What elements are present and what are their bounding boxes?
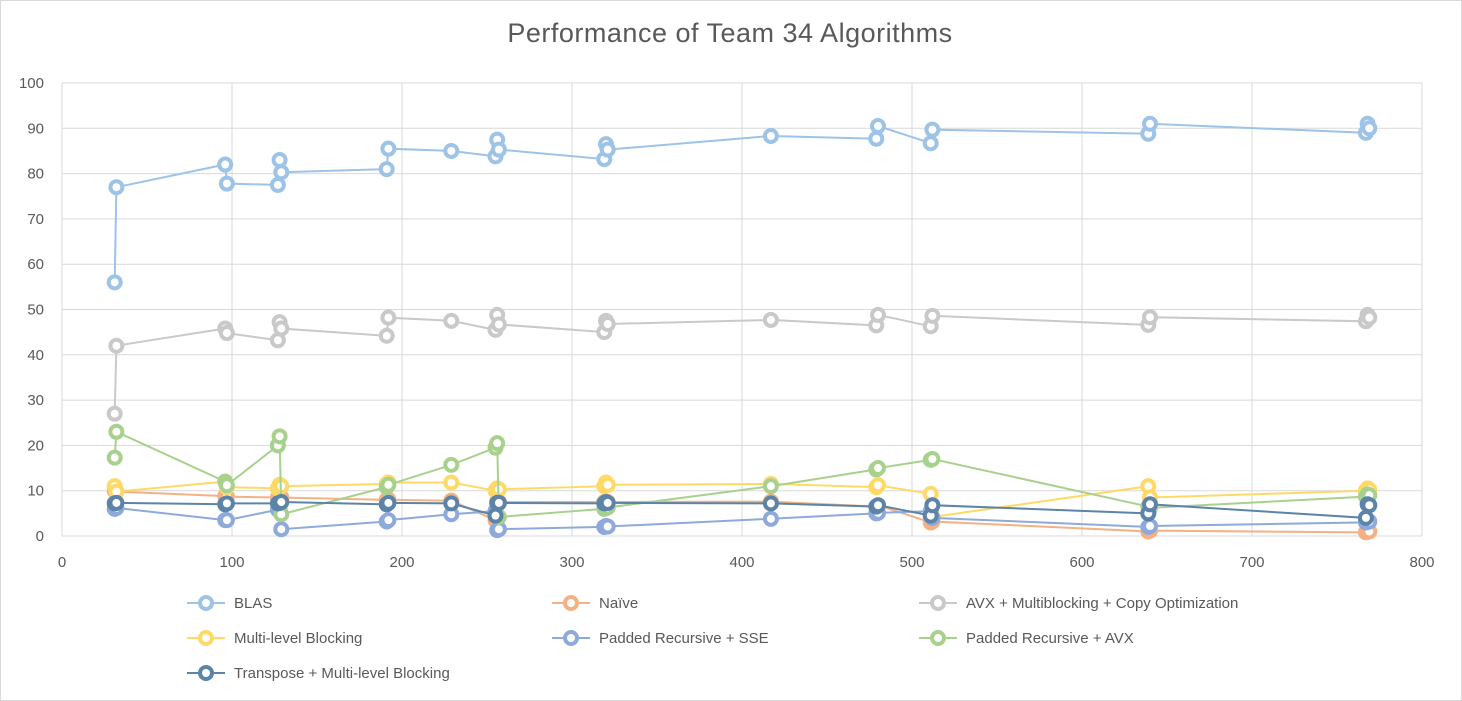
data-point[interactable] bbox=[1142, 518, 1158, 535]
data-point[interactable] bbox=[443, 456, 460, 473]
data-point[interactable] bbox=[218, 477, 235, 494]
data-point[interactable] bbox=[870, 477, 886, 494]
data-point[interactable] bbox=[106, 274, 123, 291]
data-point[interactable] bbox=[490, 316, 507, 333]
data-point[interactable] bbox=[106, 449, 123, 466]
data-point[interactable] bbox=[487, 507, 504, 524]
data-point[interactable] bbox=[922, 135, 939, 152]
data-point[interactable] bbox=[218, 325, 235, 342]
y-tick-label: 40 bbox=[27, 347, 44, 364]
data-point[interactable] bbox=[271, 152, 288, 169]
data-point[interactable] bbox=[273, 164, 290, 181]
series-layer bbox=[106, 115, 1378, 541]
data-point[interactable] bbox=[762, 495, 779, 512]
x-tick-label: 600 bbox=[1069, 554, 1094, 571]
y-tick-label: 20 bbox=[27, 437, 44, 454]
data-point[interactable] bbox=[599, 494, 616, 511]
data-point[interactable] bbox=[380, 309, 397, 326]
x-tick-label: 700 bbox=[1239, 554, 1264, 571]
data-point[interactable] bbox=[870, 460, 886, 477]
data-point[interactable] bbox=[870, 306, 886, 323]
data-point[interactable] bbox=[1142, 309, 1158, 326]
data-point[interactable] bbox=[378, 161, 395, 178]
series-6 bbox=[106, 494, 1378, 526]
data-point[interactable] bbox=[106, 405, 123, 422]
data-point[interactable] bbox=[380, 140, 397, 157]
data-point[interactable] bbox=[218, 512, 235, 529]
x-tick-label: 100 bbox=[219, 554, 244, 571]
data-point[interactable] bbox=[762, 128, 779, 145]
data-point[interactable] bbox=[273, 494, 290, 511]
x-tick-label: 0 bbox=[58, 554, 66, 571]
data-point[interactable] bbox=[380, 494, 397, 511]
data-point[interactable] bbox=[273, 521, 290, 538]
data-point[interactable] bbox=[870, 118, 886, 135]
series-2 bbox=[106, 306, 1378, 422]
y-tick-label: 50 bbox=[27, 302, 44, 319]
data-point[interactable] bbox=[924, 450, 941, 467]
chart-title: Performance of Team 34 Algorithms bbox=[507, 18, 953, 48]
data-point[interactable] bbox=[218, 175, 235, 192]
data-point[interactable] bbox=[762, 311, 779, 328]
gridlines bbox=[61, 82, 1423, 537]
x-tick-label: 200 bbox=[389, 554, 414, 571]
y-tick-label: 60 bbox=[27, 256, 44, 273]
data-point[interactable] bbox=[108, 423, 125, 440]
data-point[interactable] bbox=[218, 495, 235, 512]
y-tick-label: 100 bbox=[19, 75, 44, 92]
data-point[interactable] bbox=[443, 142, 460, 159]
data-point[interactable] bbox=[489, 435, 506, 452]
data-point[interactable] bbox=[269, 176, 286, 193]
data-point[interactable] bbox=[108, 337, 125, 354]
data-point[interactable] bbox=[924, 497, 941, 514]
y-tick-label: 70 bbox=[27, 211, 44, 228]
data-point[interactable] bbox=[924, 307, 941, 324]
data-point[interactable] bbox=[599, 476, 616, 493]
data-point[interactable] bbox=[380, 476, 397, 493]
data-point[interactable] bbox=[443, 312, 460, 329]
data-point[interactable] bbox=[1142, 115, 1158, 132]
data-point[interactable] bbox=[490, 521, 507, 538]
x-tick-label: 500 bbox=[899, 554, 924, 571]
axes: 0 10 20 30 40 50 60 70 80 90 100 0 100 200 300 400 500 60… bbox=[19, 75, 1435, 571]
data-point[interactable] bbox=[1361, 309, 1378, 326]
data-point[interactable] bbox=[378, 327, 395, 344]
data-point[interactable] bbox=[1361, 120, 1378, 137]
data-point[interactable] bbox=[868, 130, 885, 147]
data-point[interactable] bbox=[217, 156, 234, 173]
data-point[interactable] bbox=[924, 121, 941, 138]
data-point[interactable] bbox=[1142, 496, 1158, 513]
data-point[interactable] bbox=[380, 512, 397, 529]
data-point[interactable] bbox=[599, 141, 616, 158]
data-point[interactable] bbox=[273, 320, 290, 337]
data-point[interactable] bbox=[490, 494, 507, 511]
data-point[interactable] bbox=[1361, 497, 1378, 514]
data-point[interactable] bbox=[762, 478, 779, 495]
data-point[interactable] bbox=[108, 494, 125, 511]
data-point[interactable] bbox=[599, 315, 616, 332]
y-tick-label: 30 bbox=[27, 392, 44, 409]
series-0 bbox=[106, 115, 1378, 291]
x-tick-label: 800 bbox=[1409, 554, 1434, 571]
y-tick-label: 10 bbox=[27, 483, 44, 500]
y-tick-label: 80 bbox=[27, 166, 44, 183]
data-point[interactable] bbox=[762, 510, 779, 527]
data-point[interactable] bbox=[490, 141, 507, 158]
data-point[interactable] bbox=[870, 497, 886, 514]
x-tick-label: 300 bbox=[559, 554, 584, 571]
data-point[interactable] bbox=[443, 474, 460, 491]
data-point[interactable] bbox=[108, 179, 125, 196]
data-point[interactable] bbox=[1357, 509, 1374, 526]
x-tick-label: 400 bbox=[729, 554, 754, 571]
y-tick-label: 0 bbox=[36, 528, 44, 545]
data-point[interactable] bbox=[271, 428, 288, 445]
y-tick-label: 90 bbox=[27, 120, 44, 137]
data-point[interactable] bbox=[599, 518, 616, 535]
data-point[interactable] bbox=[443, 495, 460, 512]
